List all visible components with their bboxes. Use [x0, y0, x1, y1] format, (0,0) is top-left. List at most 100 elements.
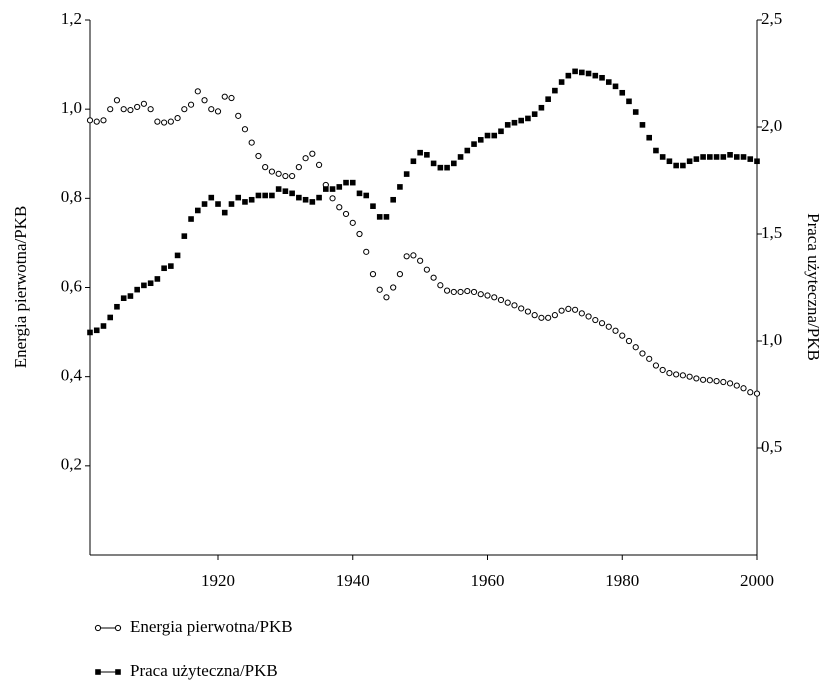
point: [625, 337, 633, 345]
point: [194, 207, 201, 214]
point: [161, 119, 168, 126]
point: [585, 70, 592, 77]
point: [619, 89, 626, 96]
point: [659, 366, 666, 374]
point: [154, 118, 161, 125]
y2-axis-label: Praca użyteczna/PKB: [804, 213, 823, 361]
point: [235, 194, 242, 201]
point: [309, 150, 316, 157]
point: [740, 385, 747, 392]
point: [444, 164, 450, 171]
point: [551, 312, 558, 319]
point: [269, 192, 275, 199]
point: [228, 94, 235, 102]
point: [457, 288, 464, 296]
point: [390, 284, 397, 291]
y2-tick-label: 0,5: [761, 437, 782, 456]
point: [342, 210, 350, 218]
point: [572, 68, 578, 75]
point: [592, 72, 599, 79]
point: [201, 201, 208, 207]
point: [336, 204, 343, 211]
point: [134, 286, 140, 293]
point: [93, 327, 100, 334]
point: [93, 118, 100, 125]
point: [525, 115, 531, 122]
x-tick-label: 1980: [605, 571, 639, 590]
legend-marker: [95, 669, 101, 675]
point: [127, 106, 134, 114]
point: [545, 314, 552, 321]
point: [639, 350, 646, 357]
point: [605, 79, 612, 85]
point: [565, 305, 572, 312]
point: [181, 233, 188, 239]
point: [443, 287, 451, 294]
point: [255, 152, 262, 160]
point: [686, 158, 693, 165]
point: [154, 276, 161, 282]
point: [329, 186, 336, 192]
point: [437, 164, 444, 171]
point: [161, 265, 167, 272]
point: [726, 380, 734, 387]
point: [127, 293, 134, 299]
point: [450, 288, 457, 296]
point: [329, 195, 336, 202]
point: [552, 87, 558, 94]
point: [605, 323, 612, 330]
point: [491, 132, 498, 139]
point: [571, 306, 579, 313]
point: [241, 126, 249, 133]
point: [214, 108, 222, 115]
point: [396, 271, 404, 278]
point: [268, 168, 276, 175]
point: [666, 158, 673, 165]
point: [174, 114, 181, 122]
point: [390, 196, 396, 203]
point: [107, 106, 114, 113]
point: [632, 344, 639, 351]
point: [282, 172, 289, 180]
point: [693, 156, 700, 162]
point: [114, 303, 120, 310]
point: [147, 280, 154, 287]
point: [430, 274, 437, 281]
point: [316, 194, 322, 201]
y-tick-label: 1,0: [61, 98, 82, 117]
point: [754, 158, 760, 165]
y-tick-label: 0,2: [61, 455, 82, 474]
point: [646, 355, 653, 362]
point: [639, 122, 646, 128]
point: [140, 100, 147, 107]
point: [437, 282, 444, 289]
point: [579, 69, 585, 76]
point: [376, 286, 383, 293]
point: [680, 162, 686, 169]
point: [302, 155, 309, 162]
point: [524, 308, 532, 315]
point: [484, 132, 491, 139]
point: [215, 201, 221, 207]
point: [86, 117, 94, 124]
point: [504, 122, 511, 128]
point: [255, 192, 262, 199]
point: [309, 199, 316, 205]
point: [120, 295, 127, 301]
point: [599, 74, 605, 81]
point: [538, 104, 545, 111]
point: [363, 248, 370, 255]
point: [296, 194, 302, 201]
point: [187, 101, 195, 108]
point: [652, 362, 660, 369]
point: [167, 118, 174, 125]
point: [626, 98, 632, 105]
point: [679, 372, 686, 379]
point: [349, 219, 356, 226]
point: [363, 192, 370, 199]
point: [565, 72, 572, 79]
point: [720, 378, 727, 386]
point: [491, 294, 498, 301]
point: [706, 377, 713, 384]
point: [201, 97, 208, 104]
